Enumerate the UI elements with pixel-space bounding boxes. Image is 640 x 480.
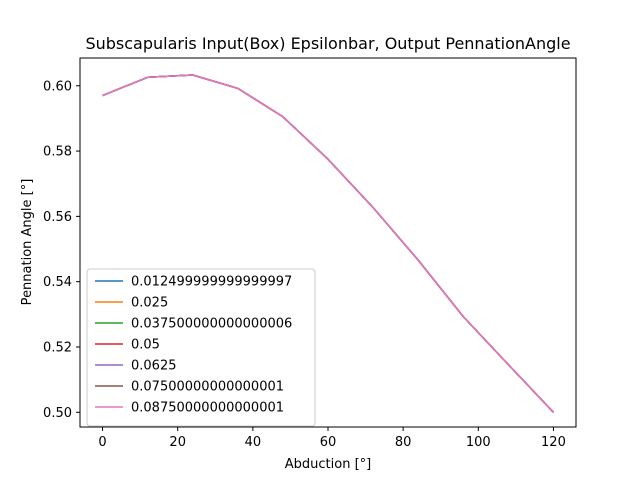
x-axis: 0 20 40 60 80 100 120 [98, 427, 566, 450]
y-tick-label: 0.58 [43, 145, 72, 160]
legend: 0.012499999999999997 0.025 0.0375000000000… [86, 268, 316, 427]
legend-label: 0.0625 [131, 359, 177, 374]
legend-label: 0.05 [131, 338, 160, 353]
series-layer [102, 74, 554, 413]
legend-label: 0.037500000000000006 [131, 317, 292, 332]
x-tick-label: 120 [541, 435, 566, 450]
y-tick-label: 0.56 [43, 210, 72, 225]
y-axis: 0.50 0.52 0.54 0.56 0.58 0.60 [43, 79, 80, 421]
x-tick-label: 0 [98, 435, 106, 450]
y-tick-label: 0.54 [43, 275, 72, 290]
y-axis-label: Pennation Angle [°] [20, 179, 35, 306]
y-tick-label: 0.60 [43, 79, 72, 94]
x-tick-label: 60 [320, 435, 337, 450]
legend-label: 0.08750000000000001 [131, 401, 284, 416]
legend-box [86, 268, 316, 427]
y-tick-label: 0.52 [43, 340, 72, 355]
x-tick-label: 20 [169, 435, 186, 450]
legend-label: 0.012499999999999997 [131, 275, 292, 290]
chart-title: Subscapularis Input(Box) Epsilonbar, Out… [85, 34, 570, 53]
x-tick-label: 100 [466, 435, 491, 450]
series-line-7 [102, 74, 554, 413]
x-tick-label: 40 [245, 435, 262, 450]
x-axis-label: Abduction [°] [285, 457, 371, 472]
legend-label: 0.07500000000000001 [131, 380, 284, 395]
legend-label: 0.025 [131, 296, 168, 311]
y-tick-label: 0.50 [43, 406, 72, 421]
x-tick-label: 80 [395, 435, 412, 450]
